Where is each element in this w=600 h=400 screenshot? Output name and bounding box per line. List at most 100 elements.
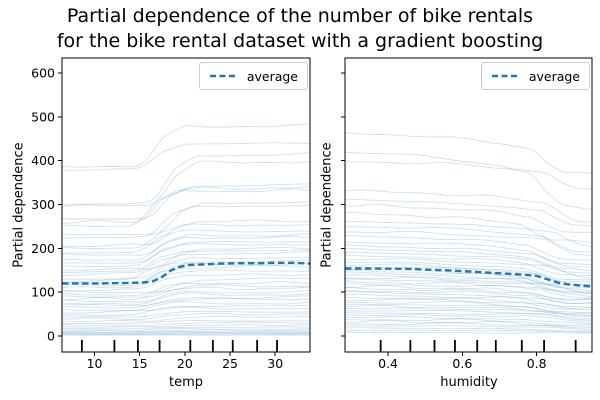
- ice-line: [62, 284, 310, 298]
- ice-line: [345, 278, 592, 295]
- ice-line: [345, 286, 592, 301]
- ice-line: [345, 325, 592, 330]
- ice-line: [345, 309, 592, 319]
- figure-title: Partial dependence of the number of bike…: [0, 4, 600, 54]
- figure-title-line2: for the bike rental dataset with a gradi…: [56, 30, 544, 52]
- ice-line: [62, 219, 310, 248]
- x-tick-label: 30: [267, 356, 283, 371]
- ice-line: [62, 326, 310, 330]
- y-tick-label: 0: [47, 328, 55, 343]
- ice-line: [62, 321, 310, 326]
- ice-line: [345, 274, 592, 293]
- legend-label: average: [528, 68, 580, 84]
- ice-line: [62, 201, 310, 236]
- ice-line: [62, 315, 310, 322]
- ice-line: [345, 284, 592, 300]
- ice-line: [62, 233, 310, 256]
- ice-line: [62, 249, 310, 274]
- figure-title-line1: Partial dependence of the number of bike…: [66, 5, 534, 27]
- ice-line: [62, 243, 310, 267]
- legend-dashed-line-icon: [209, 74, 238, 78]
- legend-label: average: [246, 68, 298, 84]
- ice-line: [62, 292, 310, 305]
- ice-line: [62, 324, 310, 328]
- ice-line: [345, 161, 592, 190]
- ice-line: [345, 313, 592, 322]
- ice-line: [62, 277, 310, 293]
- ice-line: [62, 251, 310, 277]
- ice-line: [62, 306, 310, 316]
- ice-line: [345, 282, 592, 299]
- y-tick-label: 300: [31, 197, 55, 212]
- x-tick-label: 0.6: [452, 356, 472, 371]
- ice-line: [62, 290, 310, 303]
- ice-line: [62, 304, 310, 314]
- ice-line: [345, 322, 592, 329]
- ice-line: [345, 251, 592, 274]
- ice-line: [345, 247, 592, 272]
- axes-spines: [61, 57, 311, 353]
- ice-line: [62, 320, 310, 324]
- ice-line: [345, 258, 592, 279]
- ice-line: [62, 264, 310, 287]
- ice-line: [62, 186, 310, 224]
- ice-line: [345, 277, 592, 294]
- ice-line: [345, 304, 592, 316]
- ice-line: [62, 246, 310, 272]
- ice-line: [345, 254, 592, 277]
- ice-line: [345, 234, 592, 261]
- ice-line: [62, 273, 310, 292]
- x-axis-label-temp: temp: [168, 375, 204, 390]
- ice-line: [62, 333, 310, 336]
- x-tick-label: 25: [222, 356, 238, 371]
- ice-line: [62, 312, 310, 320]
- ice-line: [62, 332, 310, 335]
- ice-line: [62, 310, 310, 318]
- ice-line: [62, 301, 310, 312]
- x-tick-label: 20: [177, 356, 193, 371]
- average-line: [62, 261, 310, 285]
- ice-line: [345, 269, 592, 289]
- ice-line: [62, 330, 310, 333]
- ice-line: [62, 259, 310, 283]
- ice-line: [345, 198, 592, 227]
- x-tick-label: 0.4: [378, 356, 398, 371]
- axes-spines: [344, 57, 593, 353]
- ice-line: [62, 223, 310, 249]
- ice-line: [345, 289, 592, 304]
- x-axis-label-humidity: humidity: [440, 375, 498, 390]
- y-axis-label-left: Partial dependence: [11, 142, 27, 268]
- ice-line: [345, 297, 592, 311]
- x-tick-label: 0.8: [527, 356, 547, 371]
- ice-line: [345, 220, 592, 247]
- ice-line: [62, 295, 310, 307]
- ice-line: [345, 291, 592, 305]
- ice-line: [345, 307, 592, 317]
- ice-line: [345, 211, 592, 243]
- ice-line: [62, 204, 310, 239]
- ice-line: [345, 280, 592, 298]
- y-tick-label: 200: [31, 241, 55, 256]
- ice-line: [345, 132, 592, 174]
- ice-line: [345, 318, 592, 326]
- ice-line: [345, 331, 592, 334]
- ice-line: [345, 271, 592, 291]
- ice-line: [345, 261, 592, 281]
- ice-line: [62, 257, 310, 280]
- ice-line: [345, 319, 592, 327]
- ice-line: [345, 303, 592, 315]
- ice-line: [345, 301, 592, 313]
- ice-line: [62, 142, 310, 171]
- ice-line: [345, 329, 592, 333]
- y-tick-label: 500: [31, 109, 55, 124]
- ice-line: [62, 123, 310, 168]
- ice-line: [345, 312, 592, 321]
- ice-line: [62, 286, 310, 301]
- ice-line: [62, 297, 310, 309]
- y-axis-label-right: Partial dependence: [319, 142, 335, 268]
- ice-line: [345, 244, 592, 268]
- legend-right: average: [480, 62, 590, 90]
- average-line: [345, 267, 592, 288]
